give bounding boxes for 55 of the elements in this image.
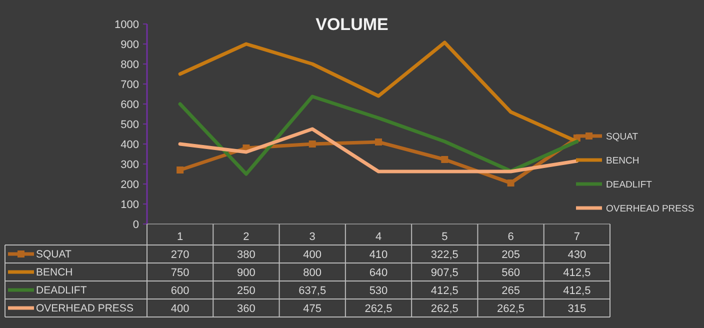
text: SQUAT	[36, 248, 72, 261]
x-tick-label: 2	[243, 230, 250, 243]
x-tick-label: 5	[442, 230, 448, 243]
chart-title: VOLUME	[316, 15, 388, 34]
data-label: 475	[303, 302, 322, 315]
data-label: 360	[237, 302, 256, 315]
data-label: 750	[170, 266, 190, 279]
x-tick-label: 6	[508, 230, 514, 243]
data-label: 262,5	[430, 302, 458, 315]
data-label: 900	[237, 266, 256, 279]
data-label: 640	[369, 266, 388, 279]
data-label: 412,5	[430, 284, 458, 297]
data-label: 410	[369, 248, 388, 261]
data-label: 637,5	[298, 284, 326, 297]
data-label: 315	[568, 302, 586, 315]
data-label: 907,5	[430, 266, 458, 279]
legend-label: DEADLIFT	[606, 179, 652, 190]
x-tick-label: 1	[177, 230, 184, 243]
text: BENCH	[36, 266, 73, 279]
text: DEADLIFT	[36, 284, 87, 297]
y-tick-label: 900	[120, 38, 139, 51]
x-tick-label: 4	[375, 230, 382, 243]
data-label: 800	[303, 266, 322, 279]
y-tick-label: 200	[120, 178, 139, 191]
y-tick-label: 100	[120, 198, 139, 211]
data-label: 560	[502, 266, 520, 279]
data-label: 265	[502, 284, 520, 297]
data-label: 412,5	[563, 266, 591, 279]
data-label: 270	[170, 248, 190, 261]
data-label: 262,5	[497, 302, 525, 315]
data-label: 380	[237, 248, 256, 261]
data-label: 262,5	[364, 302, 392, 315]
data-label: 400	[303, 248, 322, 261]
legend-label: OVERHEAD PRESS	[606, 203, 694, 214]
data-label: 600	[170, 284, 190, 297]
y-tick-label: 0	[132, 218, 139, 231]
data-label: 412,5	[563, 284, 591, 297]
data-label: 205	[502, 248, 520, 261]
legend-label: SQUAT	[606, 131, 638, 142]
y-tick-label: 300	[120, 158, 139, 171]
data-label: 250	[237, 284, 256, 297]
text: OVERHEAD PRESS	[36, 302, 134, 315]
y-tick-label: 500	[120, 118, 139, 131]
y-tick-label: 800	[120, 58, 139, 71]
data-label: 430	[568, 248, 586, 261]
legend-label: BENCH	[606, 155, 640, 166]
x-tick-label: 7	[574, 230, 580, 243]
y-tick-label: 1000	[114, 18, 139, 31]
y-tick-label: 400	[120, 138, 139, 151]
y-tick-label: 600	[120, 98, 139, 111]
data-label: 322,5	[430, 248, 458, 261]
data-label: 530	[369, 284, 388, 297]
y-tick-label: 700	[120, 78, 139, 91]
x-tick-label: 3	[309, 230, 316, 243]
data-label: 400	[170, 302, 190, 315]
